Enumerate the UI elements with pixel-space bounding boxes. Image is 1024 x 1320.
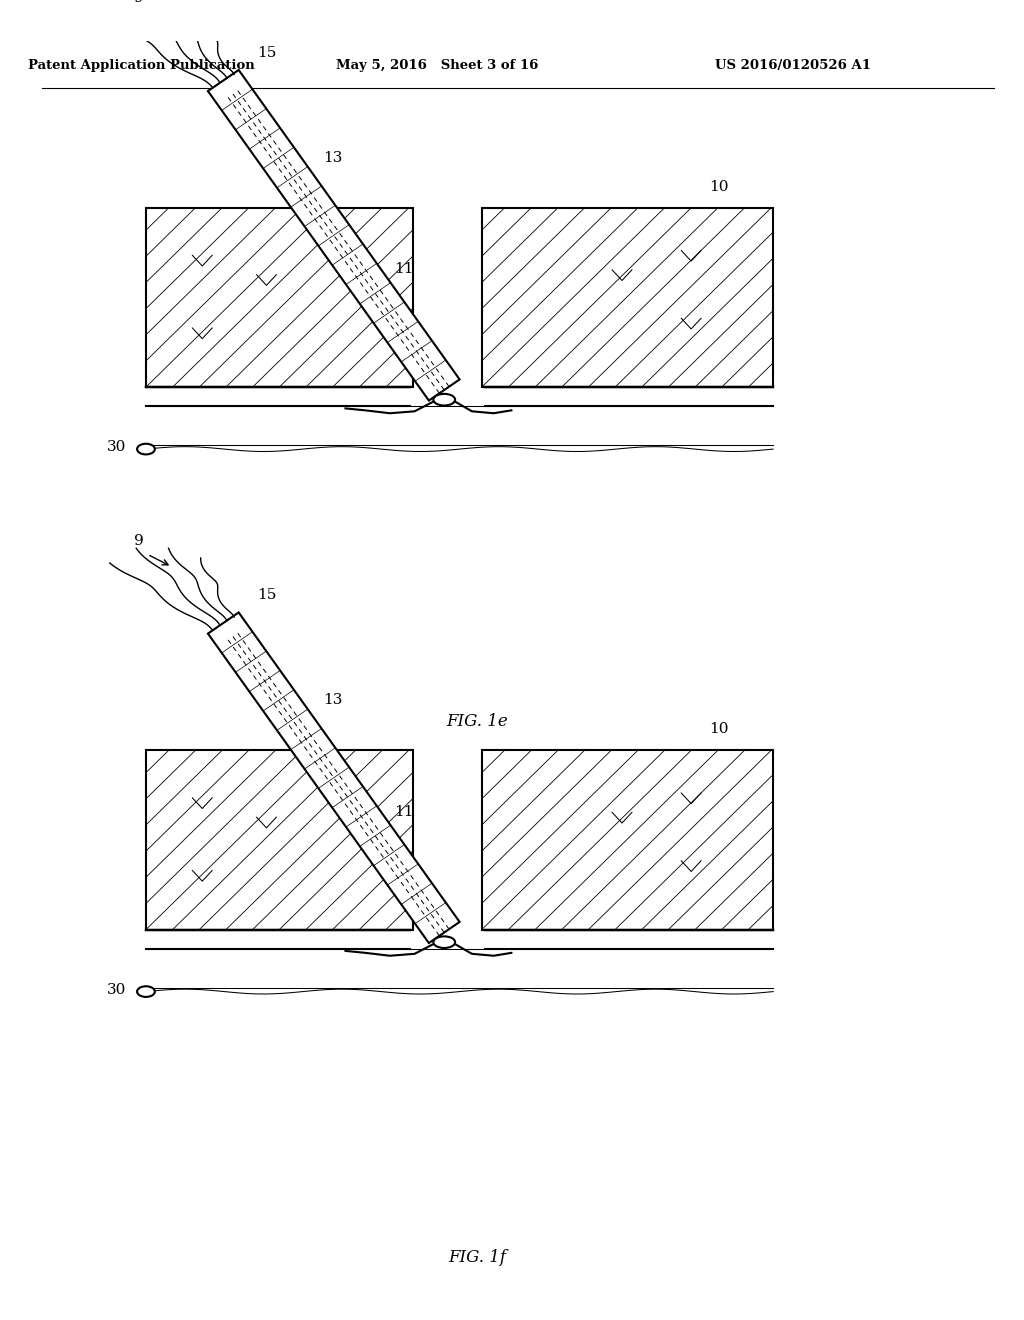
Text: 13: 13 [323,693,342,708]
Text: US 2016/0120526 A1: US 2016/0120526 A1 [715,59,870,73]
Text: 15: 15 [257,45,276,59]
Text: 13: 13 [323,150,342,165]
Ellipse shape [433,393,455,405]
Text: Patent Application Publication: Patent Application Publication [28,59,254,73]
Polygon shape [208,70,460,400]
Polygon shape [146,750,413,929]
Text: 9: 9 [134,533,144,548]
Text: 10: 10 [709,722,728,737]
Text: 30: 30 [106,440,126,454]
Text: 11: 11 [394,263,414,276]
Text: 10: 10 [709,180,728,194]
Text: 15: 15 [257,587,276,602]
Ellipse shape [137,986,155,997]
Ellipse shape [137,444,155,454]
Text: 9: 9 [134,0,144,5]
Polygon shape [481,750,773,929]
Text: 30: 30 [106,982,126,997]
Text: May 5, 2016   Sheet 3 of 16: May 5, 2016 Sheet 3 of 16 [336,59,539,73]
Text: 11: 11 [394,805,414,818]
Ellipse shape [433,936,455,948]
Text: FIG. 1e: FIG. 1e [446,713,508,730]
Polygon shape [208,612,460,942]
Text: FIG. 1f: FIG. 1f [447,1249,506,1266]
Polygon shape [481,207,773,387]
Polygon shape [146,207,413,387]
